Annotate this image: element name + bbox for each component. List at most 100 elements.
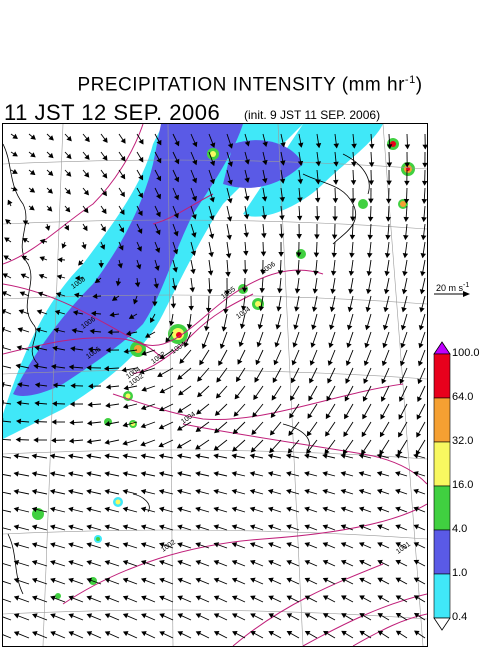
wind-vector-head: [195, 613, 202, 619]
wind-vector-head: [323, 630, 329, 636]
wind-vector-head: [333, 143, 340, 149]
wind-vector-head: [402, 253, 409, 259]
wind-vector-head: [31, 488, 37, 495]
wind-vector-head: [329, 324, 335, 331]
wind-vector-head: [201, 343, 207, 349]
wind-vector-head: [314, 216, 321, 222]
wind-vector-head: [173, 230, 179, 237]
wind-vector-head: [381, 378, 387, 385]
wind-vector-head: [4, 237, 10, 243]
wind-vector-head: [269, 447, 275, 454]
wind-vector-head: [31, 471, 37, 477]
wind-vector-head: [260, 269, 266, 275]
wind-vector-head: [328, 342, 334, 349]
wind-vector-head: [49, 471, 56, 477]
wind-vector-head: [417, 378, 423, 385]
wind-vector-head: [345, 360, 351, 366]
wind-vector-head: [92, 293, 98, 300]
wind-vector-head: [268, 542, 274, 548]
wind-vector-head: [119, 227, 124, 233]
wind-vector-head: [78, 260, 84, 266]
wind-vector-head: [209, 197, 215, 203]
wind-vector-head: [210, 142, 216, 148]
wind-vector-head: [366, 252, 373, 259]
wind-vector-head: [349, 234, 356, 240]
wind-vector-head: [152, 301, 158, 307]
wind-vector-head: [49, 453, 56, 459]
wind-vector-head: [174, 158, 180, 165]
wind-vector-head: [340, 577, 347, 583]
wind-vector-head: [304, 595, 311, 601]
wind-vector-head: [159, 595, 165, 601]
wind-vector-head: [254, 377, 260, 383]
wind-vector-head: [48, 152, 54, 159]
wind-vector-head: [68, 364, 74, 370]
wind-vector-head: [413, 453, 419, 459]
wind-vector-head: [109, 311, 115, 318]
wind-vector-head: [156, 193, 162, 200]
wind-vector-head: [273, 359, 279, 366]
wind-vector-head: [226, 234, 232, 241]
wind-vector-head: [137, 228, 143, 234]
wind-vector-head: [413, 471, 419, 477]
wind-vector-head: [90, 310, 97, 317]
wind-vector-head: [122, 524, 129, 530]
wind-vector-head: [153, 283, 159, 289]
wind-vector-head: [227, 179, 233, 186]
wind-vector-head: [213, 577, 220, 583]
wind-vector-head: [240, 305, 247, 311]
wind-vector-head: [83, 189, 89, 196]
wind-vector-head: [74, 275, 80, 281]
wind-vector-head: [403, 216, 410, 223]
wind-vector-head: [322, 453, 328, 459]
wind-vector-head: [413, 524, 420, 530]
wind-vector: [3, 365, 12, 369]
wind-vector-head: [253, 394, 259, 401]
wind-vector-head: [12, 186, 18, 192]
wind-vector: [3, 509, 12, 513]
wind-vector-head: [274, 342, 280, 348]
wind-vector-head: [122, 595, 129, 601]
wind-vector-head: [377, 559, 383, 565]
wind-vector-head: [31, 453, 37, 459]
colorbar-label: 100.0: [452, 347, 480, 359]
wind-vector-head: [213, 595, 220, 601]
wind-vector-head: [13, 506, 19, 513]
wind-vector-head: [358, 471, 365, 477]
wind-vector-head: [267, 453, 274, 459]
wind-vector-head: [404, 162, 410, 168]
wind-vector-head: [195, 488, 201, 495]
wind-vector-head: [104, 577, 111, 584]
wind-vector-head: [286, 631, 293, 636]
wind-vector-head: [286, 524, 292, 530]
wind-vector-head: [215, 393, 222, 399]
wind-vector-head: [270, 412, 276, 419]
wind-vector-head: [340, 559, 347, 566]
wind-vector-head: [104, 613, 111, 619]
wind-vector-head: [89, 328, 95, 335]
wind-vector-head: [249, 453, 255, 459]
wind-vector-head: [213, 613, 220, 619]
wind-vector-head: [177, 577, 183, 583]
wind-vector-head: [104, 542, 110, 548]
wind-vector: [3, 456, 12, 459]
wind-vector-head: [304, 577, 311, 583]
wind-vector-head: [395, 595, 402, 601]
wind-vector-head: [400, 324, 407, 331]
wind-vector-head: [380, 396, 386, 402]
wind-vector-head: [340, 524, 347, 530]
wind-vector-head: [104, 453, 110, 459]
wind-vector-head: [3, 381, 5, 388]
wind-vector-head: [12, 169, 18, 174]
wind-vector-head: [297, 197, 303, 203]
wind-vector-head: [172, 249, 179, 255]
chart-title: PRECIPITATION INTENSITY (mm hr-1): [77, 74, 423, 96]
wind-vector-head: [49, 506, 56, 513]
wind-vector-head: [38, 273, 45, 279]
wind-vector-head: [140, 488, 147, 495]
wind-vector-head: [119, 209, 125, 215]
wind-vector-head: [188, 305, 194, 311]
wind-vector-head: [315, 179, 321, 185]
wind-vector-head: [346, 324, 353, 331]
wind-vector-head: [66, 135, 72, 142]
